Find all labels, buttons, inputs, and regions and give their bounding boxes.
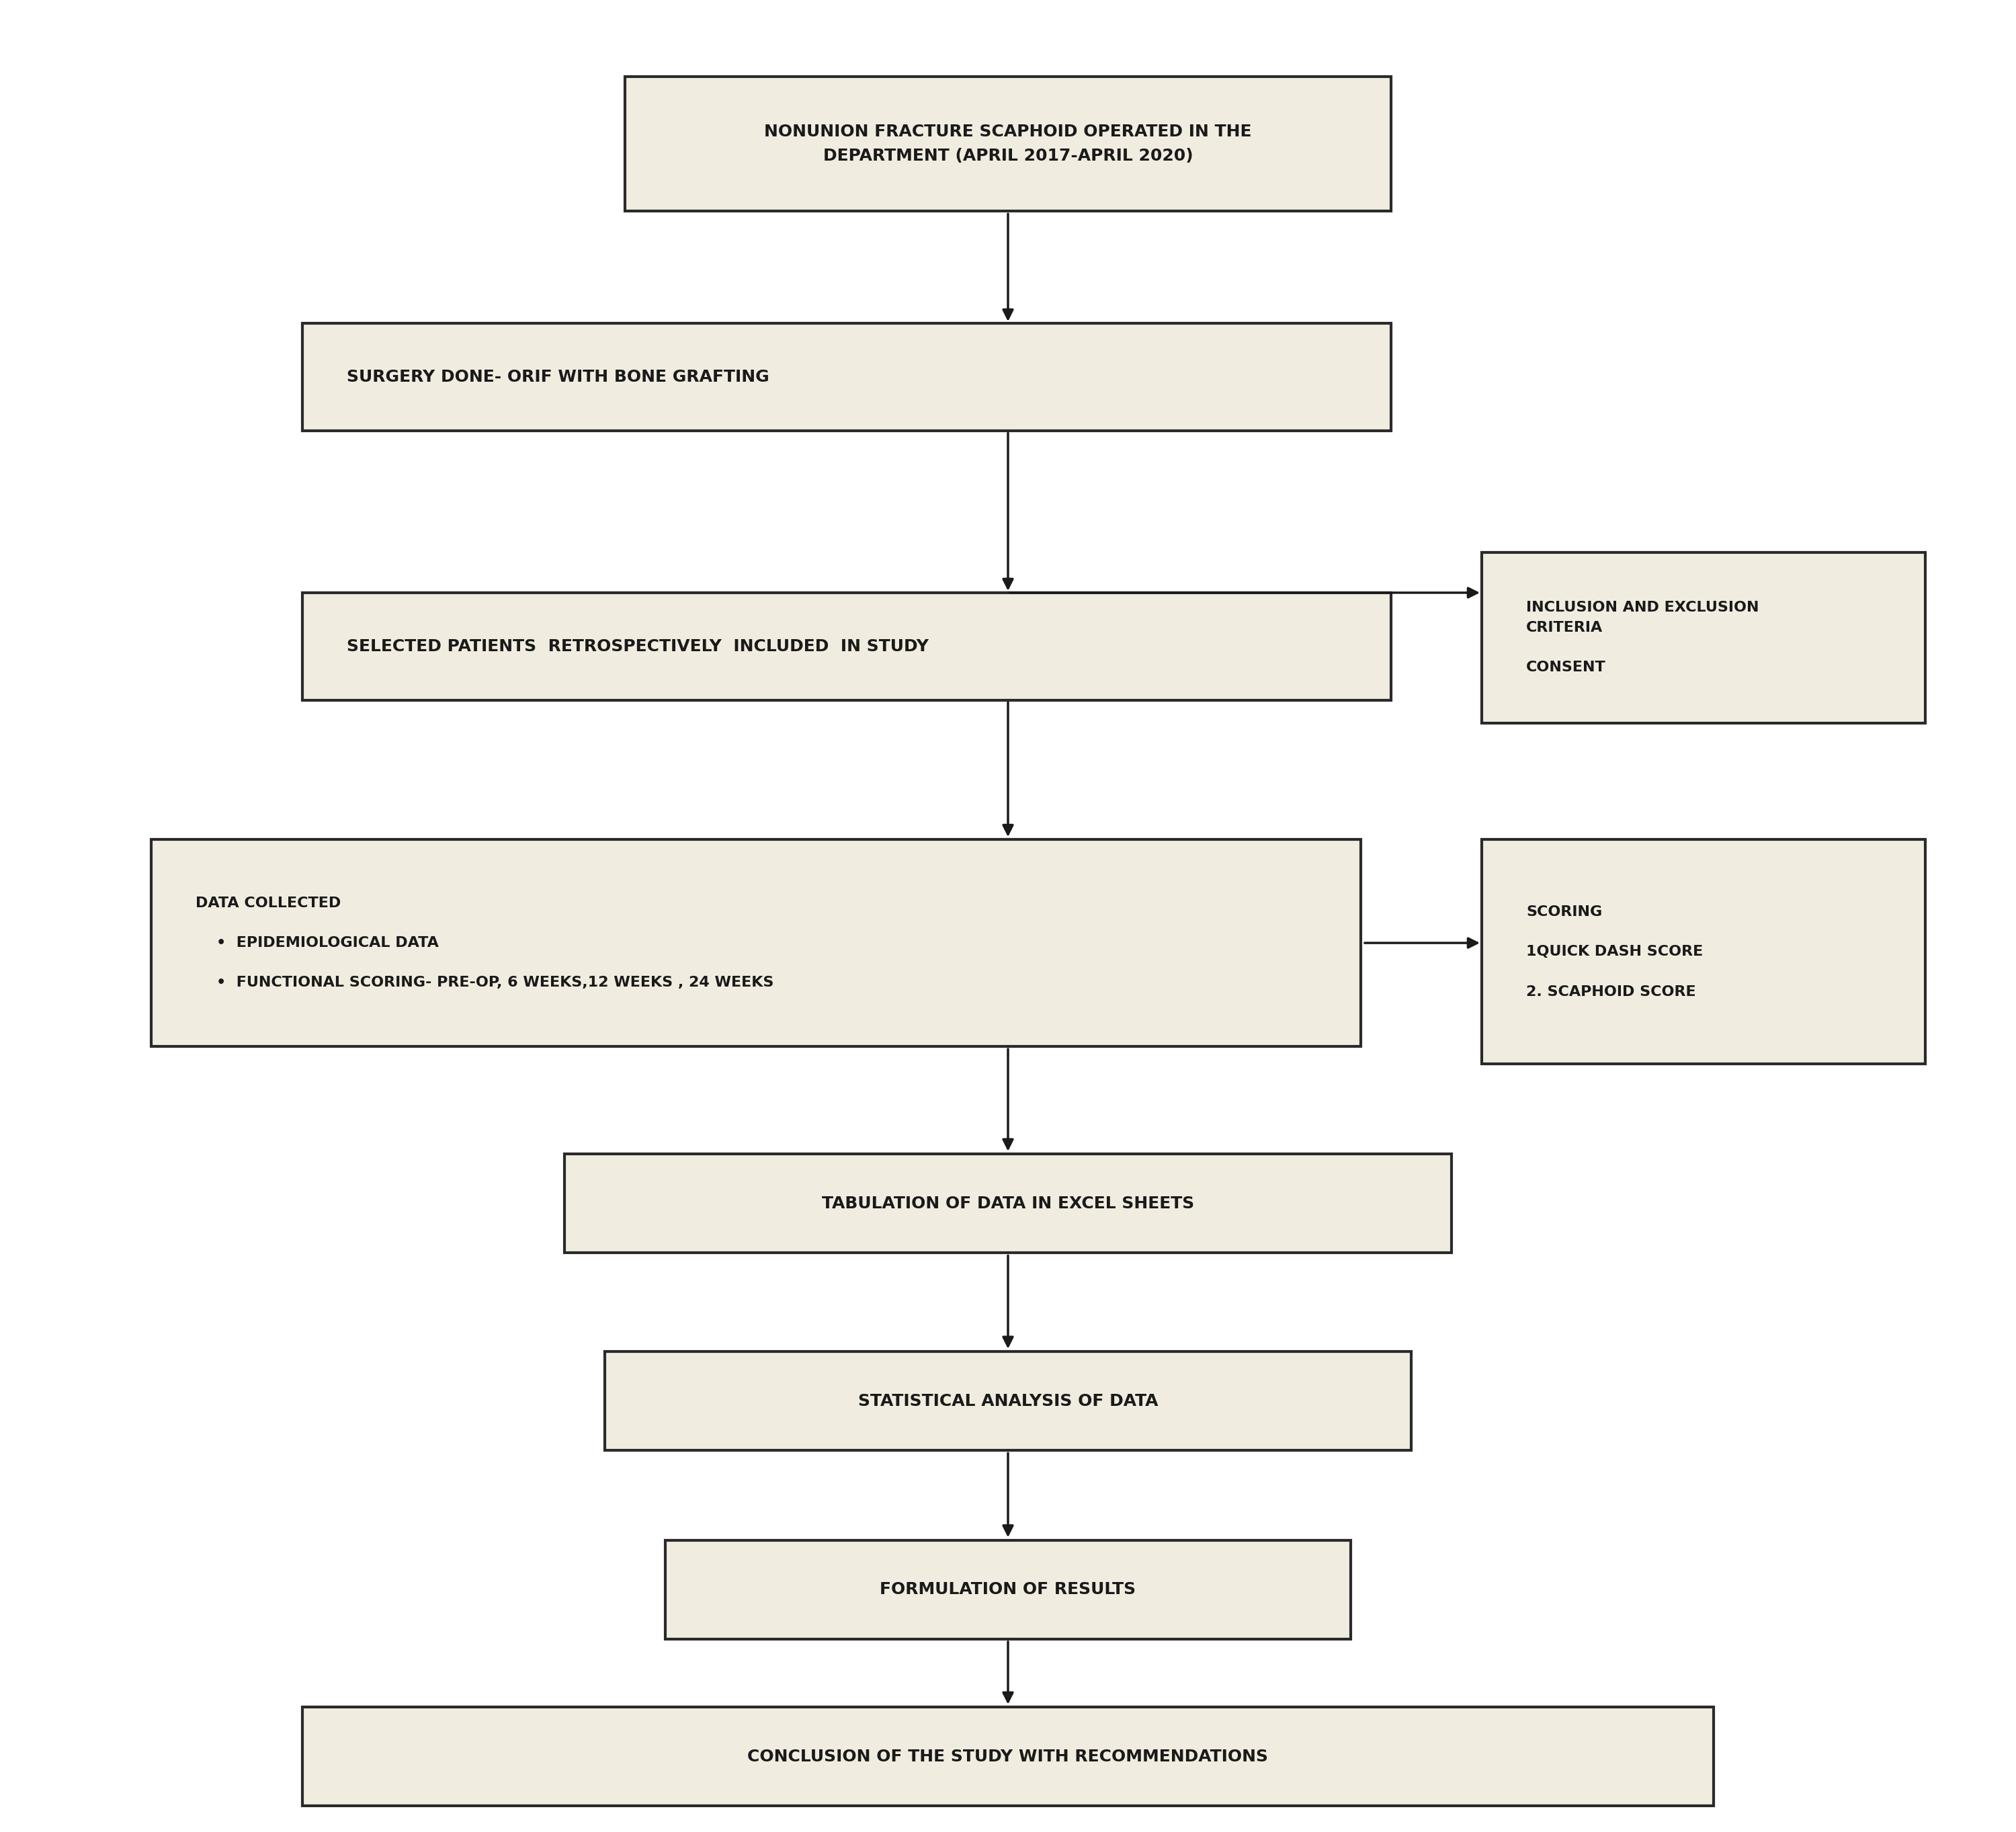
Text: SCORING

1QUICK DASH SCORE

2. SCAPHOID SCORE: SCORING 1QUICK DASH SCORE 2. SCAPHOID SC… <box>1526 905 1704 998</box>
Text: TABULATION OF DATA IN EXCEL SHEETS: TABULATION OF DATA IN EXCEL SHEETS <box>823 1194 1193 1211</box>
FancyBboxPatch shape <box>605 1352 1411 1451</box>
FancyBboxPatch shape <box>302 594 1391 700</box>
FancyBboxPatch shape <box>665 1541 1351 1640</box>
FancyBboxPatch shape <box>1482 551 1925 724</box>
Text: CONCLUSION OF THE STUDY WITH RECOMMENDATIONS: CONCLUSION OF THE STUDY WITH RECOMMENDAT… <box>748 1748 1268 1764</box>
FancyBboxPatch shape <box>302 322 1391 431</box>
Text: SELECTED PATIENTS  RETROSPECTIVELY  INCLUDED  IN STUDY: SELECTED PATIENTS RETROSPECTIVELY INCLUD… <box>347 639 929 654</box>
FancyBboxPatch shape <box>151 839 1361 1046</box>
FancyBboxPatch shape <box>625 77 1391 211</box>
FancyBboxPatch shape <box>302 1707 1714 1806</box>
FancyBboxPatch shape <box>564 1154 1452 1253</box>
Text: STATISTICAL ANALYSIS OF DATA: STATISTICAL ANALYSIS OF DATA <box>859 1392 1157 1409</box>
Text: SURGERY DONE- ORIF WITH BONE GRAFTING: SURGERY DONE- ORIF WITH BONE GRAFTING <box>347 368 770 385</box>
Text: INCLUSION AND EXCLUSION
CRITERIA

CONSENT: INCLUSION AND EXCLUSION CRITERIA CONSENT <box>1526 601 1758 674</box>
Text: FORMULATION OF RESULTS: FORMULATION OF RESULTS <box>879 1581 1137 1598</box>
Text: DATA COLLECTED

    •  EPIDEMIOLOGICAL DATA

    •  FUNCTIONAL SCORING- PRE-OP, : DATA COLLECTED • EPIDEMIOLOGICAL DATA • … <box>196 896 774 989</box>
Text: NONUNION FRACTURE SCAPHOID OPERATED IN THE
DEPARTMENT (APRIL 2017-APRIL 2020): NONUNION FRACTURE SCAPHOID OPERATED IN T… <box>764 125 1252 163</box>
FancyBboxPatch shape <box>1482 839 1925 1064</box>
